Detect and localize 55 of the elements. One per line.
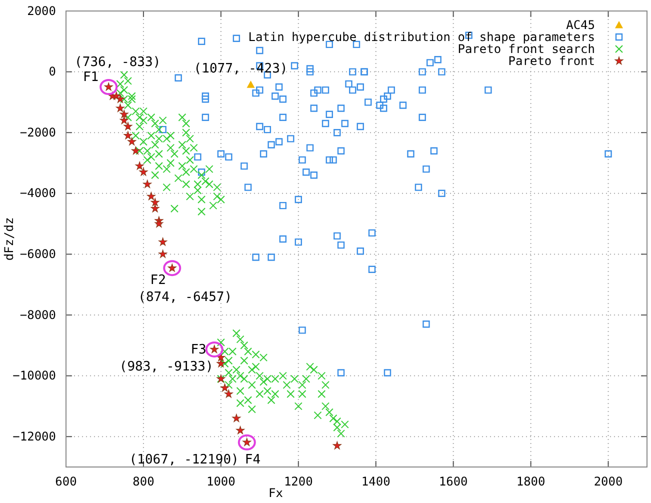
x-tick-label: 1400 <box>361 474 390 489</box>
annotation: (736, -833) <box>74 55 161 70</box>
point <box>128 137 136 146</box>
y-tick-label: 2000 <box>27 4 56 18</box>
legend-label: Latin hypercube distribution of shape parameters <box>248 30 595 44</box>
point <box>236 426 245 434</box>
point <box>216 359 226 368</box>
point <box>143 180 152 188</box>
annotation: (1077, -423) <box>194 62 288 77</box>
y-tick-label: −4000 <box>20 186 56 200</box>
y-tick-label: −6000 <box>20 247 56 262</box>
x-tick-label: 1000 <box>206 474 236 489</box>
annotation: (983, -9133) <box>119 359 214 374</box>
annotation: F2 <box>150 273 166 288</box>
point <box>158 238 168 246</box>
point <box>124 131 132 140</box>
point <box>332 441 342 450</box>
annotation: F1 <box>82 70 99 85</box>
legend-label: Pareto front <box>508 54 595 68</box>
annotation: F3 <box>190 342 206 358</box>
point <box>135 162 144 170</box>
point <box>150 204 160 212</box>
x-tick-label: 600 <box>55 474 77 489</box>
x-axis-title: Fx <box>268 486 283 500</box>
point <box>146 192 156 200</box>
point <box>116 94 124 103</box>
point <box>220 383 230 392</box>
y-tick-label: −12000 <box>12 429 56 444</box>
x-tick-label: 1800 <box>516 474 546 489</box>
annotation: (1067, -12190) <box>129 452 239 468</box>
y-tick-label: −10000 <box>12 368 56 383</box>
annotation: F4 <box>244 452 261 468</box>
y-tick-label: 0 <box>48 64 56 79</box>
x-tick-label: 2000 <box>594 474 623 489</box>
point <box>154 219 164 228</box>
point <box>246 80 255 88</box>
y-axis-title: dFz/dz <box>2 217 16 261</box>
y-tick-label: −2000 <box>20 125 56 140</box>
point <box>139 168 148 176</box>
point <box>232 414 241 422</box>
annotation: (874, -6457) <box>138 290 232 306</box>
point <box>150 198 160 206</box>
point <box>131 146 140 155</box>
point <box>158 250 168 258</box>
point <box>120 110 128 118</box>
x-tick-label: 1200 <box>284 474 313 489</box>
legend-label: Pareto front search <box>458 42 595 56</box>
y-tick-label: −8000 <box>20 308 56 322</box>
x-tick-label: 800 <box>132 474 154 489</box>
legend-label: AC45 <box>566 18 595 32</box>
point <box>224 390 233 398</box>
x-tick-label: 1600 <box>438 474 468 489</box>
point <box>120 116 128 124</box>
point <box>124 122 132 130</box>
point <box>116 104 124 112</box>
